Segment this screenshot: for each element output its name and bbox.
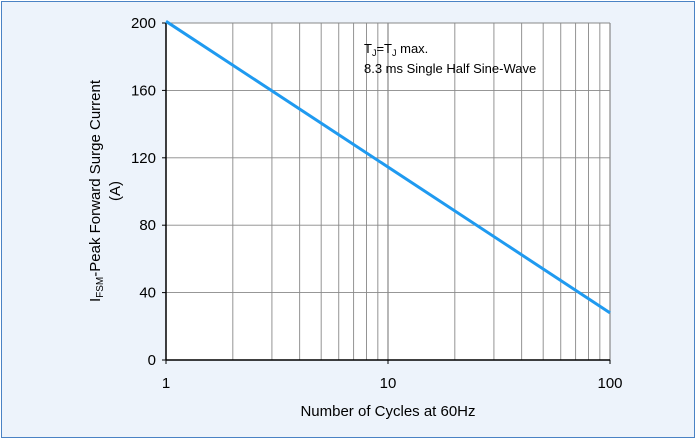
y-tick-label: 200 [131,15,156,32]
annotation-line-1: TJ=TJ max. [364,41,428,58]
series-line [165,20,611,315]
x-axis-title: Number of Cycles at 60Hz [300,403,475,420]
grid-lines [166,22,611,360]
x-tick-label: 100 [597,375,622,392]
tick-labels: 0 40 80 120 160 200 1 10 100 [131,15,623,392]
series-group [165,20,611,315]
y-tick-label: 120 [131,150,156,167]
annotation-line-2: 8.3 ms Single Half Sine-Wave [364,61,536,76]
y-tick-label: 40 [139,285,156,302]
y-tick-label: 80 [139,217,156,234]
x-tick-label: 1 [162,375,170,392]
y-axis-title-line-2: (A) [107,181,124,201]
y-tick-label: 160 [131,82,156,99]
y-tick-label: 0 [148,352,156,369]
y-axis-title-line-1: IFSM-Peak Forward Surge Current [87,79,106,302]
x-tick-label: 10 [380,375,397,392]
